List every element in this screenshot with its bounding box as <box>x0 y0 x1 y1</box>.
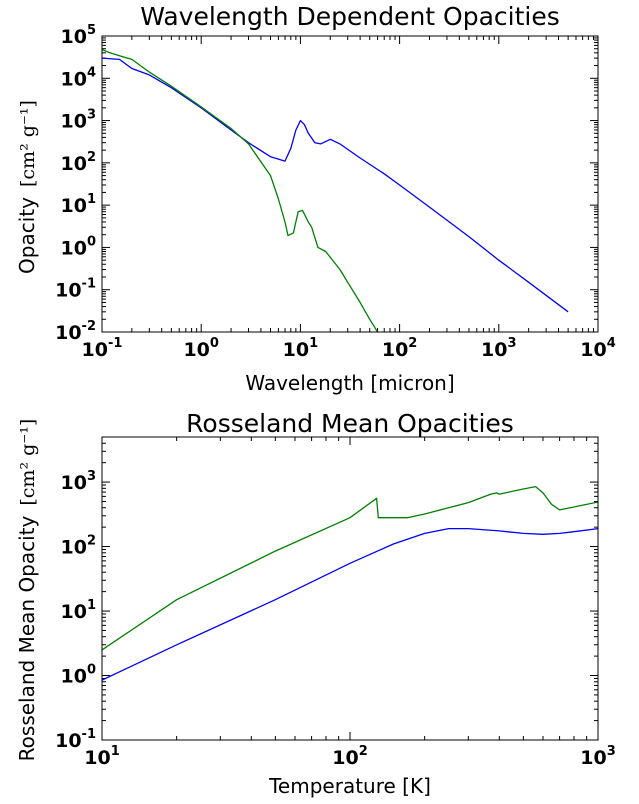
y-tick-label: 100 <box>61 663 97 688</box>
x-tick-label: 100 <box>183 336 219 361</box>
chart-title: Rosseland Mean Opacities <box>186 409 514 438</box>
series-line-blue <box>102 527 598 681</box>
plot-area <box>101 436 599 741</box>
x-axis-label: Temperature [K] <box>268 774 431 798</box>
y-tick-labels: 10-2 10-1 100 101 102 103 104 105 <box>55 23 96 344</box>
y-tick-label: 103 <box>61 469 97 494</box>
series-line-green <box>102 48 379 332</box>
y-tick-label: 10-1 <box>55 277 96 302</box>
y-tick-label: 104 <box>61 65 97 90</box>
x-tick-labels: 10-1 100 101 102 103 104 <box>82 336 616 361</box>
x-tick-label: 104 <box>580 336 616 361</box>
wavelength-opacity-chart: Wavelength Dependent Opacities Wavelengt… <box>15 2 616 395</box>
x-axis-label: Wavelength [micron] <box>245 371 454 395</box>
plot-area <box>101 35 599 333</box>
y-tick-label: 101 <box>61 598 97 623</box>
y-tick-labels: 10-1 100 101 102 103 <box>55 469 96 752</box>
series-line-blue <box>102 57 569 313</box>
x-tick-labels: 101 102 103 <box>84 744 616 769</box>
series-line-green <box>102 485 598 651</box>
y-tick-label: 103 <box>61 108 97 133</box>
y-tick-label: 102 <box>61 150 97 175</box>
y-tick-label: 10-2 <box>55 319 96 344</box>
x-tick-label: 101 <box>283 336 319 361</box>
y-axis-label: Rosseland Mean Opacity [cm² g⁻¹] <box>15 419 39 762</box>
x-tick-label: 103 <box>580 744 616 769</box>
plot-frame <box>101 35 599 333</box>
y-tick-label: 105 <box>61 23 97 48</box>
y-tick-label: 101 <box>61 192 97 217</box>
y-tick-label: 100 <box>61 234 97 259</box>
rosseland-opacity-chart: Rosseland Mean Opacities Temperature [K]… <box>15 409 616 798</box>
svg-text:Rosseland Mean Opacity: Rosseland Mean Opacity [cm² g⁻¹] <box>15 419 39 762</box>
x-tick-label: 102 <box>382 336 418 361</box>
y-tick-label: 10-1 <box>55 727 96 752</box>
x-tick-label: 103 <box>481 336 517 361</box>
chart-title: Wavelength Dependent Opacities <box>140 2 560 31</box>
x-tick-label: 102 <box>332 744 368 769</box>
plot-frame <box>101 436 599 741</box>
y-tick-label: 102 <box>61 534 97 559</box>
svg-text:Opacity [cm² g⁻¹]: Opacity [cm² g⁻¹] <box>15 100 39 274</box>
x-tick-label: 101 <box>84 744 120 769</box>
y-axis-label: Opacity [cm² g⁻¹] <box>15 100 39 274</box>
x-tick-label: 10-1 <box>82 336 123 361</box>
